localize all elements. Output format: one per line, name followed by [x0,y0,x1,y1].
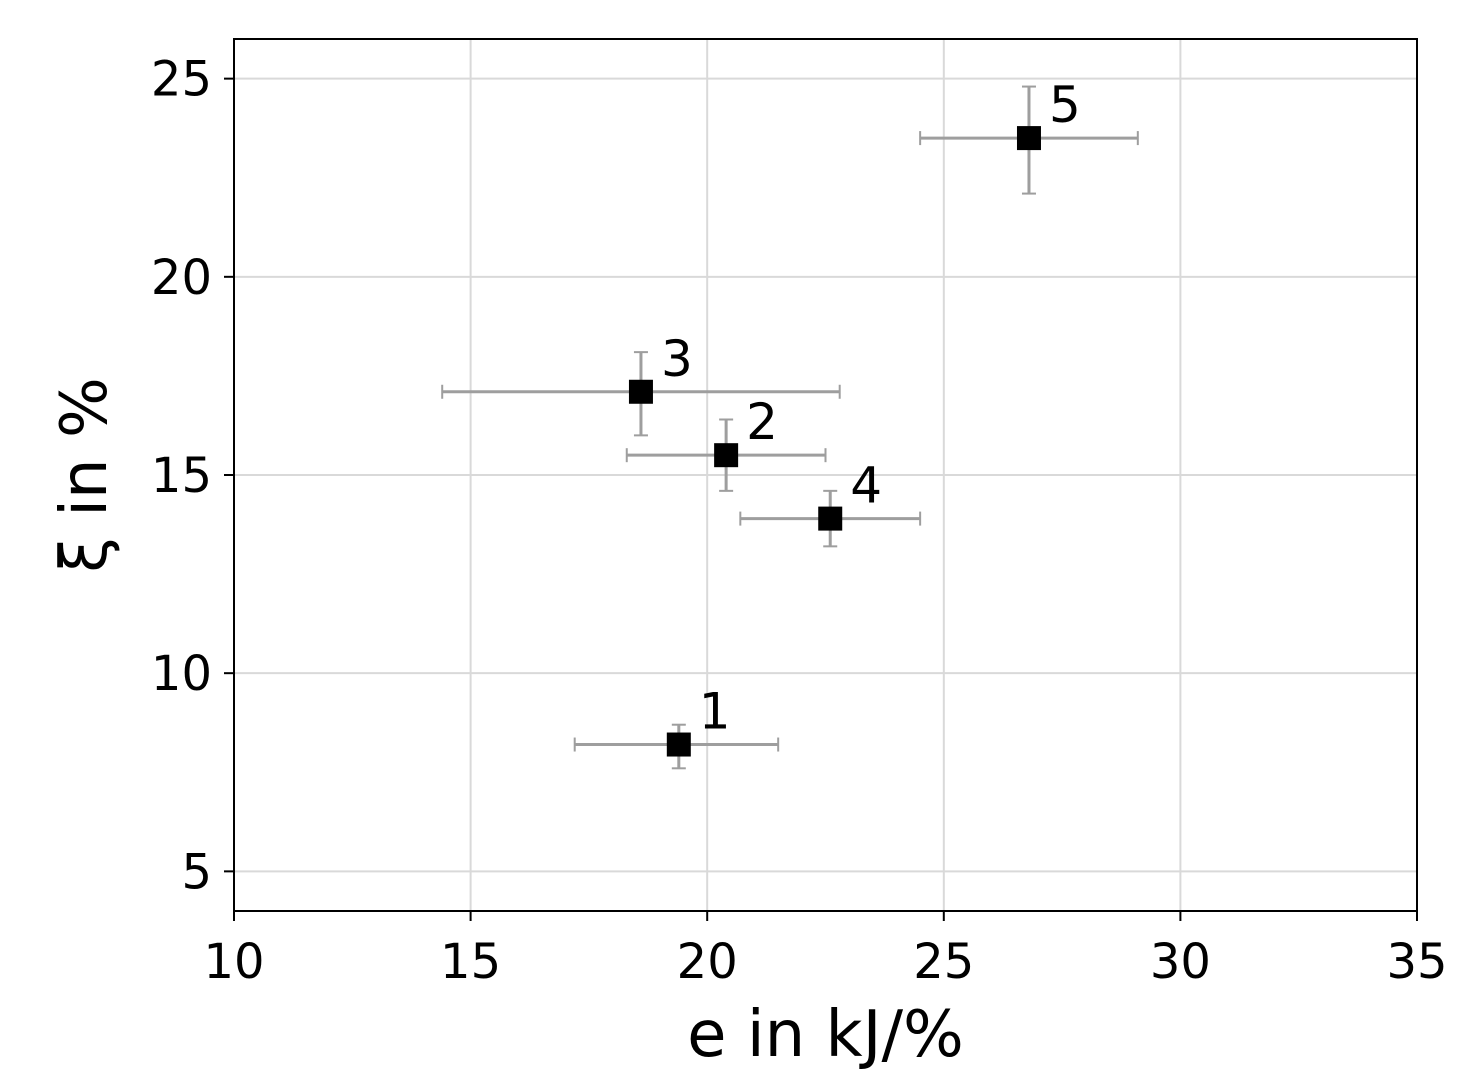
y-tick-label: 20 [151,250,212,306]
data-point-label: 1 [699,683,731,741]
y-tick-label: 10 [151,646,212,702]
y-tick-label: 15 [151,448,212,504]
grid-lines [233,39,1418,911]
y-tick-label: 5 [181,844,212,900]
data-point-marker [628,379,653,404]
data-point-label: 2 [746,393,778,451]
data-point-marker [1016,126,1041,151]
y-axis-ticks: 5 10 15 20 25 [151,52,234,900]
x-axis-ticks: 10 15 20 25 30 35 [203,911,1448,990]
y-tick-label: 25 [151,52,212,108]
error-bars [441,85,1139,770]
x-tick-label: 15 [440,934,501,990]
x-tick-label: 35 [1386,934,1447,990]
x-axis-label: e in kJ/% [687,998,964,1072]
data-points [628,126,1041,757]
data-point-label: 3 [661,330,693,388]
data-point-marker [818,506,843,531]
x-tick-label: 20 [677,934,738,990]
data-point-marker [714,443,739,468]
data-point-marker [666,732,691,757]
data-point-label: 5 [1049,76,1081,134]
y-axis-label: ξ in % [48,377,122,573]
x-tick-label: 25 [913,934,974,990]
x-tick-label: 10 [203,934,264,990]
data-point-label: 4 [850,457,882,515]
x-tick-label: 30 [1150,934,1211,990]
